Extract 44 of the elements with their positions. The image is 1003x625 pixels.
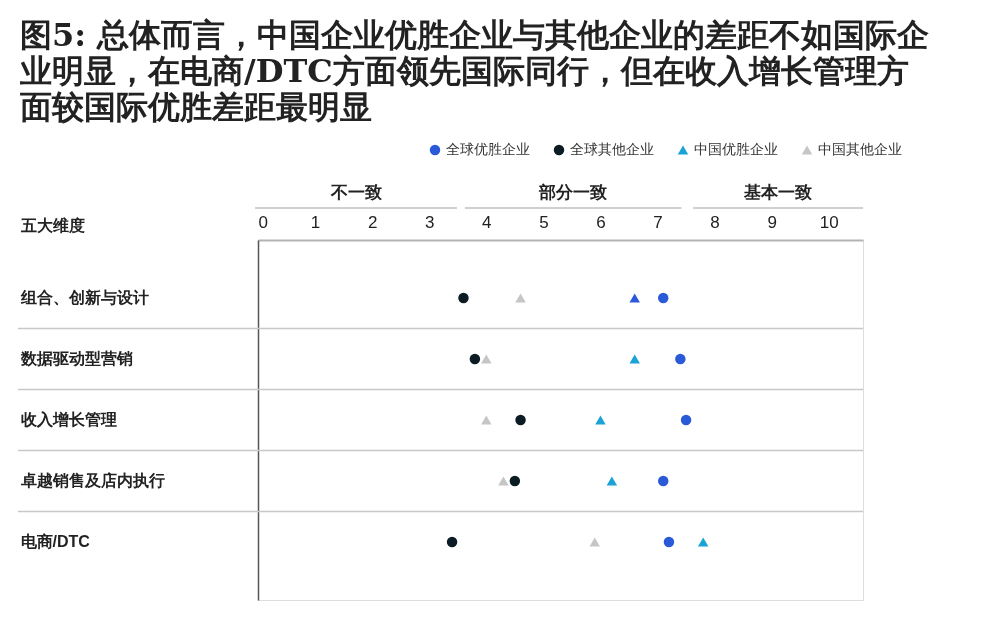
point [498,476,509,486]
point [446,536,458,548]
point [675,353,686,365]
y-tick-label: 数据驱动型营销 [19,349,133,367]
legend-label: 全球其他企业 [570,141,654,157]
y-axis-title: 五大维度 [19,215,85,234]
point [589,537,600,547]
point [595,415,606,425]
text: 基本一致 [743,183,812,202]
point [469,353,481,365]
point [606,476,618,486]
y-tick-label: 卓越销售及店内执行 [19,471,165,490]
y-tick-label: 组合、创新与设计 [19,288,149,306]
x-tick-label: 1 [310,212,321,232]
point [657,475,669,487]
x-tick-label: 2 [367,212,378,232]
point [697,537,709,547]
x-tick-label: 4 [482,212,492,232]
text: 部分一致 [538,183,608,202]
legend-label: 中国优胜企业 [694,141,778,157]
point [481,354,492,364]
point [509,475,521,487]
legend-label: 全球优胜企业 [446,141,530,157]
y-tick-label: 电商/DTC [20,533,91,551]
x-tick-label: 5 [539,212,549,232]
chart-title: 图5: 总体而言，中国企业优胜企业与其他企业的差距不如国际企业明显，在电商/DTC方面领先国际同行，但在收入增长管理方面较国际优胜差距最明显 [19,16,930,126]
y-tick-label: 收入增长管理 [20,411,117,428]
x-tick-label: 6 [596,212,606,232]
point [515,293,526,303]
x-tick-label: 10 [819,212,839,232]
point [657,292,669,304]
point [458,292,469,304]
x-tick-label: 9 [767,212,777,232]
point [680,414,692,426]
x-tick-label: 7 [653,212,663,232]
x-tick-label: 8 [710,212,720,232]
x-tick-label: 0 [258,212,268,232]
legend-label: 中国其他企业 [818,141,902,157]
x-tick-label: 3 [424,212,435,232]
point [663,536,675,548]
text: 不一致 [329,183,382,202]
point [515,414,526,426]
point [481,415,492,425]
point [629,354,640,364]
